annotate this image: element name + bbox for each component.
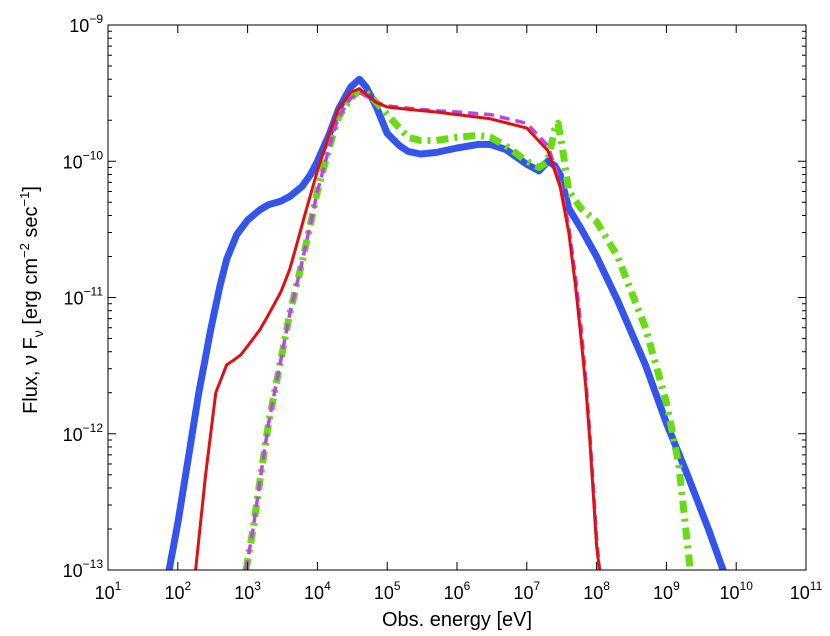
x-tick-label: 106 — [444, 579, 471, 603]
x-tick-label: 105 — [374, 579, 401, 603]
x-tick-label: 101 — [95, 579, 122, 603]
x-tick-label: 102 — [164, 579, 191, 603]
x-tick-label: 1010 — [720, 579, 754, 603]
y-tick-label: 10−10 — [63, 148, 104, 172]
x-tick-label: 109 — [653, 579, 680, 603]
y-tick-label: 10−11 — [64, 285, 104, 309]
x-tick-label: 103 — [234, 579, 261, 603]
y-tick-label: 10−9 — [69, 12, 103, 36]
x-axis-title: Obs. energy [eV] — [382, 609, 532, 631]
x-tick-label: 107 — [513, 579, 540, 603]
series-line-blue-thick-solid — [165, 75, 727, 570]
x-tick-label: 1011 — [790, 579, 823, 603]
tick-marks — [107, 24, 807, 571]
series-layer — [165, 75, 727, 570]
y-axis-title: Flux, ν Fν [erg cm−2 sec−1] — [17, 186, 46, 414]
y-tick-label: 10−12 — [63, 421, 104, 445]
y-tick-label: 10−13 — [63, 557, 104, 581]
x-tick-label: 108 — [583, 579, 610, 603]
y-tick-labels: 10−13 10−12 10−11 10−10 10−9 — [63, 12, 104, 581]
x-tick-labels: 101 102 103 104 105 106 107 108 109 1010 1011 — [95, 579, 823, 603]
x-tick-label: 104 — [304, 579, 331, 603]
plot-frame — [107, 24, 807, 571]
series-line-red-solid — [194, 87, 601, 570]
series-line-green-dash-dot — [242, 87, 694, 570]
